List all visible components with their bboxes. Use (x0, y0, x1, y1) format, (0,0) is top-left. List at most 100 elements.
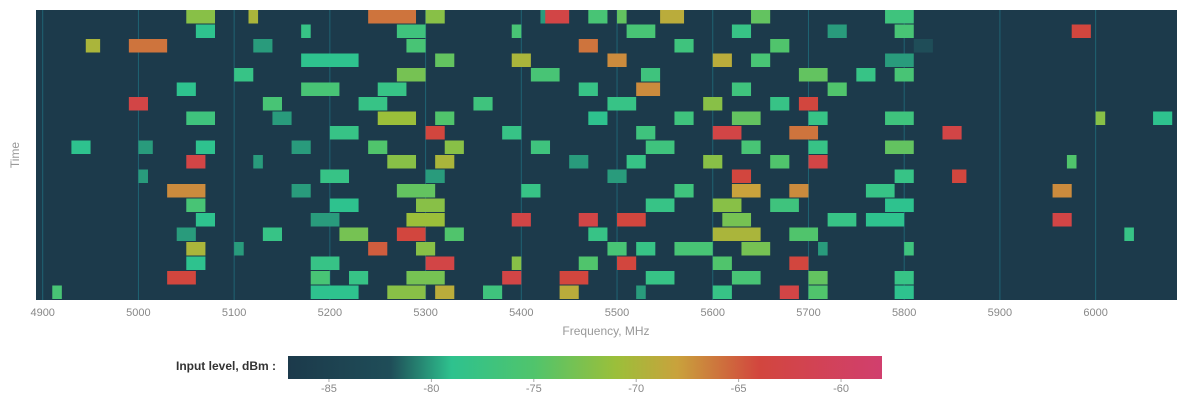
spectrum-cell (789, 227, 819, 241)
spectrum-cell (167, 184, 206, 198)
x-tick-label: 4900 (30, 307, 54, 319)
spectrum-cell (808, 271, 828, 285)
spectrum-cell (310, 271, 330, 285)
spectrum-cell (1052, 184, 1072, 198)
spectrum-cell (1071, 24, 1091, 38)
plot-background (36, 10, 1177, 300)
spectrum-cell (1124, 227, 1134, 241)
spectrum-cell (645, 140, 675, 154)
x-tick-label: 5800 (892, 307, 916, 319)
spectrum-cell (396, 24, 426, 38)
spectrum-cell (808, 155, 828, 169)
spectrum-cell (559, 271, 589, 285)
spectrum-cell (636, 285, 646, 299)
spectrum-cell (617, 256, 637, 270)
spectrum-cell (396, 184, 436, 198)
spectrum-cell (569, 155, 589, 169)
spectrum-cell (291, 140, 311, 154)
spectrum-cell (425, 126, 445, 140)
spectrum-cell (444, 140, 464, 154)
spectrum-cell (128, 39, 168, 53)
spectrum-cell (722, 213, 752, 227)
spectrum-cell (674, 111, 694, 125)
spectrum-cell (894, 24, 914, 38)
x-tick-label: 5100 (222, 307, 246, 319)
spectrum-cell (770, 155, 790, 169)
spectrum-cell (885, 53, 914, 67)
spectrum-cell (416, 198, 445, 212)
spectrum-cell (521, 184, 541, 198)
spectrum-cell (827, 82, 847, 96)
spectrum-cell (406, 213, 445, 227)
spectrum-cell (387, 285, 426, 299)
spectrum-cell (607, 242, 627, 256)
spectrum-cell (1153, 111, 1173, 125)
spectrum-cell (578, 39, 598, 53)
spectrum-cell (406, 271, 445, 285)
spectrum-cell (626, 24, 656, 38)
spectrum-cell (770, 97, 790, 111)
spectrum-cell (71, 140, 91, 154)
spectrum-cell (674, 184, 694, 198)
spectrum-cell (368, 242, 388, 256)
spectrum-cell (913, 39, 933, 53)
spectrum-cell (798, 97, 819, 111)
colorbar-tick-label: -60 (833, 383, 849, 395)
spectrum-cell (301, 82, 340, 96)
spectrum-cell (167, 271, 196, 285)
spectrum-cell (751, 10, 771, 24)
spectrum-cell (186, 256, 206, 270)
spectrum-cell (827, 24, 847, 38)
spectrum-cell (310, 213, 340, 227)
spectrum-cell (310, 285, 359, 299)
spectrum-cell (885, 140, 914, 154)
spectrum-cell (329, 198, 359, 212)
spectrum-cell (712, 227, 761, 241)
x-tick-label: 5600 (701, 307, 725, 319)
spectrum-cell (435, 53, 455, 67)
spectrum-cell (85, 39, 101, 53)
spectrum-cell (186, 10, 215, 24)
spectrum-cell (530, 68, 560, 82)
spectrum-cell (588, 227, 608, 241)
spectrum-cell (473, 97, 493, 111)
spectrum-cell (234, 68, 254, 82)
spectrum-cell (195, 140, 215, 154)
spectrum-cell (406, 39, 426, 53)
spectrum-cell (789, 126, 819, 140)
spectrum-cell (607, 169, 627, 183)
spectrum-cell (640, 68, 661, 82)
spectrum-cell (578, 256, 598, 270)
spectrum-cell (368, 140, 388, 154)
spectrum-cell (636, 82, 661, 96)
spectrum-cell (511, 24, 522, 38)
spectrum-cell (731, 184, 761, 198)
spectrum-cell (731, 82, 752, 96)
spectrum-cell (827, 213, 857, 227)
spectrum-cell (952, 169, 967, 183)
spectrum-cell (751, 53, 771, 67)
spectrum-cell (396, 68, 426, 82)
spectrum-cell (607, 97, 637, 111)
spectrum-cell (674, 242, 713, 256)
x-tick-label: 5300 (413, 307, 437, 319)
spectrum-cell (808, 285, 828, 299)
spectrum-cell (703, 97, 723, 111)
colorbar-tick-label: -65 (731, 383, 747, 395)
spectrum-cell (660, 10, 685, 24)
spectrum-cell (253, 155, 263, 169)
spectrum-cell (904, 242, 914, 256)
spectrum-cell (186, 111, 215, 125)
spectrum-cell (291, 184, 311, 198)
spectrum-cell (588, 111, 608, 125)
spectrum-cell (1052, 213, 1072, 227)
spectrum-cell (731, 111, 761, 125)
spectrum-cell (349, 271, 369, 285)
spectrum-cell (885, 10, 914, 24)
spectrum-cell (377, 111, 417, 125)
spectrum-cell (176, 82, 196, 96)
spectrum-cell (186, 198, 206, 212)
spectrum-cell (435, 111, 455, 125)
spectrum-cell (138, 140, 153, 154)
